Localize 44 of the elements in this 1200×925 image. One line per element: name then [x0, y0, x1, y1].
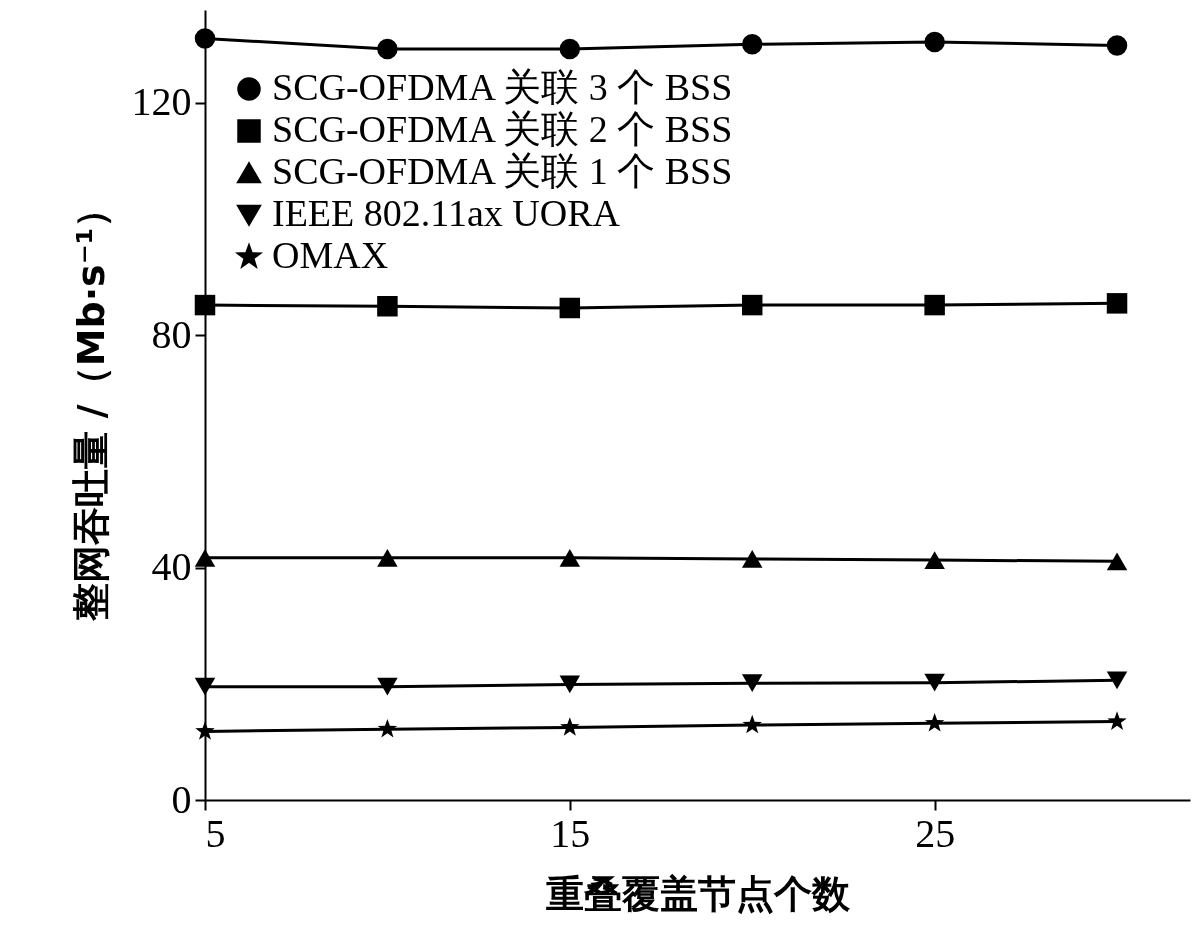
- point: [559, 675, 581, 694]
- legend-label: SCG-OFDMA 关联 1 个 BSS: [272, 150, 733, 192]
- point: [559, 548, 581, 567]
- point: [924, 31, 945, 53]
- point: [195, 721, 215, 740]
- point: [741, 674, 763, 693]
- point: [1107, 711, 1127, 730]
- point: [559, 38, 581, 60]
- point: [377, 718, 398, 738]
- point: [1106, 552, 1128, 571]
- legend-label: SCG-OFDMA 关联 3 个 BSS: [272, 66, 733, 108]
- x-tick-label: 25: [915, 810, 956, 856]
- point: [559, 297, 581, 319]
- y-tick-label: 120: [131, 79, 192, 125]
- x-tick-label: 5: [205, 810, 226, 856]
- point: [742, 714, 762, 734]
- x-axis-title: 重叠覆盖节点个数: [546, 871, 851, 916]
- x-tick-label: 15: [550, 810, 591, 856]
- legend-label: SCG-OFDMA 关联 2 个 BSS: [272, 108, 733, 150]
- point: [1106, 293, 1128, 314]
- y-axis-title: 整网吞吐量 /（Mb·s⁻¹）: [68, 189, 113, 623]
- point: [377, 296, 398, 317]
- y-tick-label: 40: [151, 544, 192, 590]
- point: [377, 677, 398, 696]
- point: [194, 28, 216, 49]
- point: [1106, 35, 1128, 56]
- legend-label: IEEE 802.11ax UORA: [272, 192, 621, 234]
- point: [741, 294, 763, 316]
- point: [924, 673, 945, 692]
- point: [194, 677, 216, 696]
- point: [1106, 671, 1128, 690]
- point: [377, 548, 398, 567]
- point: [560, 717, 580, 736]
- point: [924, 713, 945, 732]
- y-tick-label: 0: [171, 776, 192, 822]
- legend-label: OMAX: [272, 234, 389, 276]
- y-tick-label: 80: [151, 311, 192, 357]
- point: [741, 550, 763, 568]
- point: [377, 38, 398, 60]
- point: [924, 551, 945, 569]
- point: [194, 548, 216, 567]
- point: [741, 34, 763, 55]
- point: [194, 294, 216, 316]
- point: [924, 294, 945, 316]
